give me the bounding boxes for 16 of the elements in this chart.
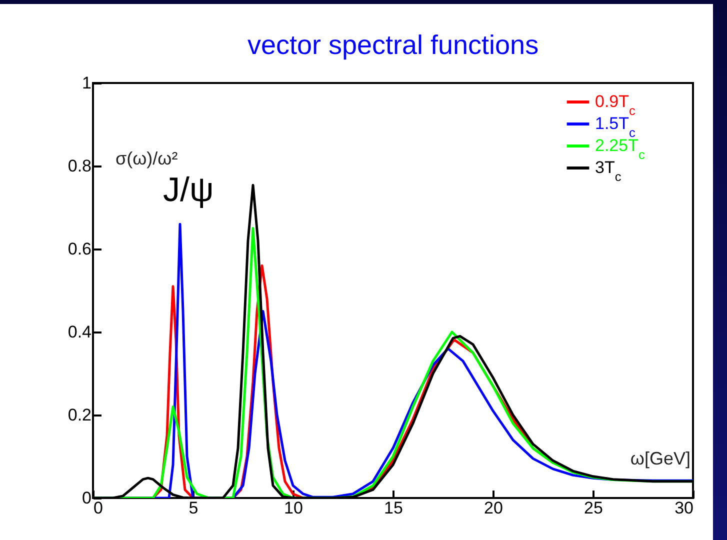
y-tick-label: 0.8 — [68, 156, 92, 176]
x-axis-title: ω[GeV] — [630, 448, 690, 468]
x-tick-label: 0 — [94, 498, 103, 518]
y-axis-title: σ(ω)/ω² — [116, 148, 178, 168]
y-tick-label: 0.2 — [68, 406, 92, 424]
x-tick-label: 15 — [384, 498, 403, 518]
y-tick-label: 0.6 — [68, 240, 92, 258]
x-tick-label: 5 — [188, 498, 198, 518]
chart-title: vector spectral functions — [247, 30, 539, 60]
y-tick-label: 0.4 — [68, 322, 92, 342]
annotation: J/ψ — [163, 171, 214, 209]
x-tick-label: 25 — [584, 498, 603, 518]
y-tick-label: 1 — [82, 74, 92, 92]
x-tick-label: 10 — [284, 498, 303, 518]
x-tick-label: 30 — [674, 498, 694, 518]
x-tick-label: 20 — [484, 498, 503, 518]
